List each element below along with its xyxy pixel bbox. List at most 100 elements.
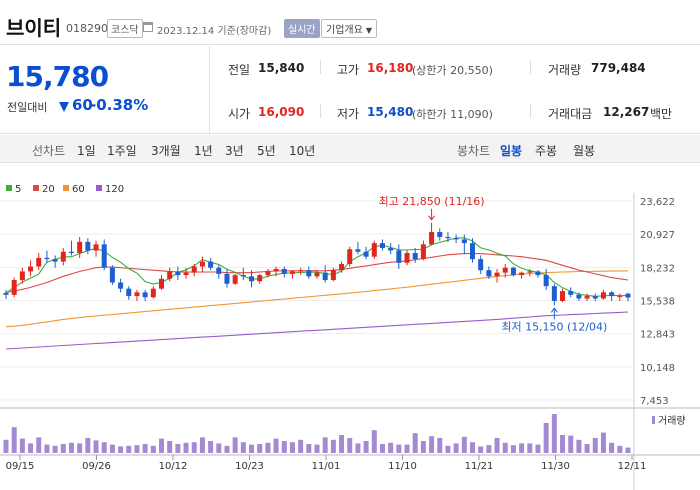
candle-body xyxy=(150,288,156,298)
candle-weekly[interactable]: 주봉 xyxy=(535,144,558,158)
y-axis-ticks: 23,622 20,927 18,232 15,538 12,843 10,148 7,45… xyxy=(640,197,675,407)
volume-bar xyxy=(60,444,66,453)
period-1d[interactable]: 1일 xyxy=(77,144,96,158)
candle-body xyxy=(159,278,164,289)
candle-body xyxy=(445,236,451,239)
high-label: 고가 xyxy=(337,63,360,77)
low-value: 15,480 xyxy=(367,105,414,119)
volume-bar xyxy=(502,442,508,453)
volume-bar xyxy=(576,439,582,453)
period-10y[interactable]: 10년 xyxy=(289,144,316,158)
annotations: 최고 21,850 (11/16) 최저 15,150 (12/04) xyxy=(379,195,608,333)
volume-bar xyxy=(52,445,58,453)
price-box: 15,780 전일대비 60 -0.38% xyxy=(0,46,210,134)
volume-bar xyxy=(363,441,369,453)
asof-date: 2023.12.14 기준(장마감) xyxy=(157,26,272,37)
volume-bar xyxy=(600,432,606,453)
candle-body xyxy=(142,292,148,298)
x-tick-label: 09/26 xyxy=(82,461,111,472)
volume-bar xyxy=(3,439,9,453)
candle-body xyxy=(28,266,34,272)
candle-body xyxy=(625,293,631,298)
price-chart: 5 20 60 120 최고 21,850 (11/16) 최저 15,150 (12/… xyxy=(0,184,700,490)
volume-legend-swatch xyxy=(652,416,655,424)
volume-bar xyxy=(551,414,557,453)
stock-header: 브이티 018290 코스닥 2023.12.14 기준(장마감) 실시간 기업… xyxy=(0,0,700,45)
period-3m[interactable]: 3개월 xyxy=(151,144,181,158)
volume-bar xyxy=(199,437,205,453)
candle-body xyxy=(478,259,484,271)
candle-body xyxy=(126,288,132,297)
candle-body xyxy=(461,239,467,244)
period-1y[interactable]: 1년 xyxy=(194,144,213,158)
volume-bar xyxy=(159,438,164,453)
volume-bar xyxy=(339,435,345,453)
period-1w[interactable]: 1주일 xyxy=(107,144,137,158)
candle-body xyxy=(322,272,328,281)
volume-bar xyxy=(44,444,50,453)
low-annotation: 최저 15,150 (12/04) xyxy=(501,320,607,333)
volume-bar xyxy=(445,445,451,453)
amount-value: 12,267 xyxy=(603,105,650,119)
down-arrow-icon xyxy=(59,102,69,112)
candle-body xyxy=(183,272,189,276)
candle-body xyxy=(240,275,246,277)
candle-body xyxy=(429,232,435,245)
open-label: 시가 xyxy=(228,107,251,121)
volume-bar xyxy=(617,445,623,453)
volume-bar xyxy=(568,435,574,453)
candle-daily[interactable]: 일봉 xyxy=(500,144,523,158)
open-value: 16,090 xyxy=(258,105,305,119)
candle-body xyxy=(36,257,42,267)
lower-limit: (하한가 11,090) xyxy=(412,108,493,121)
stock-code: 018290 xyxy=(66,22,108,35)
volume-bar xyxy=(527,443,533,453)
ma120-line xyxy=(5,311,629,350)
volume-bar xyxy=(519,443,525,453)
volume-bar xyxy=(19,438,25,453)
x-tick-label: 10/23 xyxy=(235,461,264,472)
candle-body xyxy=(371,243,377,257)
volume-bar xyxy=(289,442,295,453)
period-5y[interactable]: 5년 xyxy=(257,144,276,158)
candle-body xyxy=(363,251,369,257)
candle-body xyxy=(535,271,541,276)
candle-body xyxy=(249,276,255,282)
high-value: 16,180 xyxy=(367,61,414,75)
candle-body xyxy=(257,275,263,282)
candle-body xyxy=(3,292,9,295)
candle-body xyxy=(404,252,410,263)
overview-label: 기업개요 xyxy=(326,25,363,36)
volume-bar xyxy=(11,427,17,453)
volume-bar xyxy=(453,443,459,453)
candle-body xyxy=(396,250,402,263)
candle-body xyxy=(314,272,320,277)
prev-close-label: 전일 xyxy=(228,63,251,77)
candle-body xyxy=(568,291,574,295)
period-3y[interactable]: 3년 xyxy=(225,144,244,158)
prev-close-value: 15,840 xyxy=(258,61,305,75)
candle-body xyxy=(584,296,590,299)
candle-body xyxy=(44,257,50,260)
realtime-button[interactable]: 실시간 xyxy=(284,19,320,38)
volume-bar xyxy=(257,444,263,453)
candle-body xyxy=(339,264,345,271)
candle-body xyxy=(543,275,549,287)
volume-bar xyxy=(535,444,541,453)
legend-label: 20 xyxy=(42,184,55,195)
legend-label: 5 xyxy=(15,184,21,195)
volume-bar xyxy=(101,442,107,453)
y-tick-label: 15,538 xyxy=(640,296,675,307)
candle-body xyxy=(85,241,91,251)
candle-body xyxy=(576,294,582,299)
chart-grid xyxy=(0,193,700,490)
volume-bar xyxy=(322,437,328,453)
amount-unit: 백만 xyxy=(650,107,673,121)
period-toolbar: 선차트 1일 1주일 3개월 1년 3년 5년 10년 봉차트 일봉 주봉 월봉 xyxy=(0,135,700,163)
low-label: 저가 xyxy=(337,107,360,121)
high-annotation: 최고 21,850 (11/16) xyxy=(379,195,485,208)
candle-monthly[interactable]: 월봉 xyxy=(573,144,596,158)
candle-body xyxy=(232,275,238,284)
company-overview-button[interactable]: 기업개요 ▼ xyxy=(321,19,377,38)
volume-bar xyxy=(240,442,246,453)
